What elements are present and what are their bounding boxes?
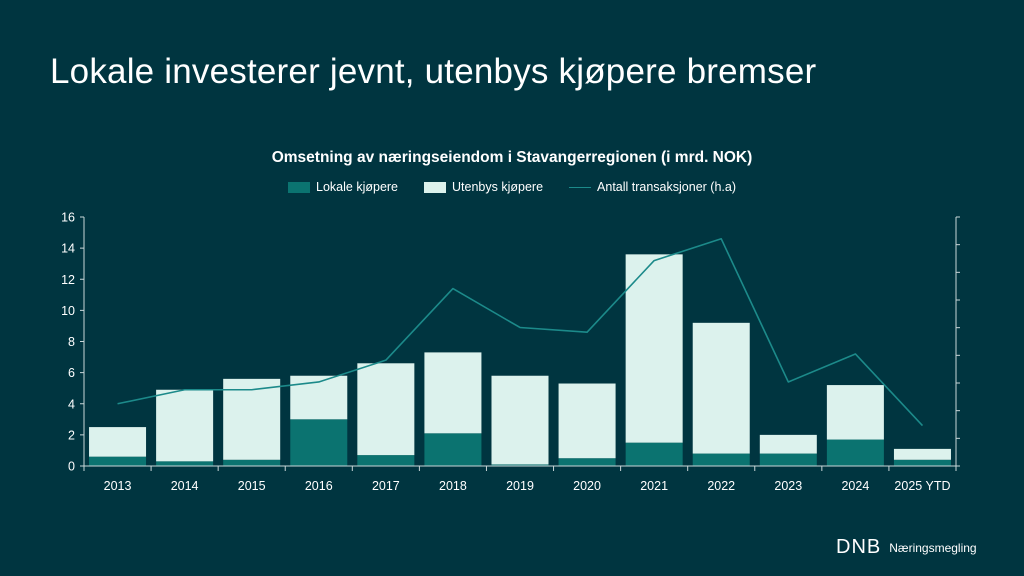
bar-lokale-2021 xyxy=(625,442,683,466)
legend-label-lokale: Lokale kjøpere xyxy=(316,180,399,194)
y-tick-label: 12 xyxy=(61,273,75,287)
x-tick-label: 2022 xyxy=(707,479,735,493)
x-tick-label: 2020 xyxy=(573,479,601,493)
bar-utenbys-2015 xyxy=(223,378,281,460)
y-tick-label: 2 xyxy=(68,428,75,442)
bar-lokale-2020 xyxy=(558,458,616,466)
y-tick-label: 10 xyxy=(61,304,75,318)
x-tick-label: 2014 xyxy=(171,479,199,493)
x-tick-label: 2025 YTD xyxy=(894,479,950,493)
x-tick-label: 2013 xyxy=(104,479,132,493)
bar-utenbys-2017 xyxy=(357,363,415,456)
footer-logo: DNB Næringsmegling xyxy=(836,536,977,559)
bar-utenbys-2019 xyxy=(491,375,549,465)
bar-lokale-2013 xyxy=(89,456,147,466)
bar-lokale-2019 xyxy=(491,464,549,466)
bar-lokale-2014 xyxy=(156,461,214,466)
legend-swatch-transaksjoner xyxy=(569,186,592,188)
legend-item-lokale: Lokale kjøpere xyxy=(288,180,398,194)
bar-utenbys-2016 xyxy=(290,375,348,420)
bar-utenbys-2020 xyxy=(558,383,616,459)
y-tick-label: 14 xyxy=(61,242,75,256)
legend-swatch-utenbys xyxy=(424,181,447,193)
legend-item-utenbys: Utenbys kjøpere xyxy=(424,180,543,194)
y-tick-label: 6 xyxy=(68,366,75,380)
y-tick-label: 8 xyxy=(68,335,75,349)
bar-lokale-2015 xyxy=(223,459,281,466)
y-tick-label: 4 xyxy=(68,397,75,411)
y-tick-label: 0 xyxy=(68,460,75,474)
slide-title: Lokale investerer jevnt, utenbys kjøpere… xyxy=(50,52,817,91)
dnb-logo-mark: DNB xyxy=(836,536,882,558)
bar-utenbys-2018 xyxy=(424,352,482,434)
bar-utenbys-2023 xyxy=(759,434,817,454)
bar-lokale-2017 xyxy=(357,455,415,466)
x-tick-label: 2024 xyxy=(841,479,869,493)
bar-lokale-2024 xyxy=(826,439,884,466)
x-tick-label: 2018 xyxy=(439,479,467,493)
x-tick-label: 2015 xyxy=(238,479,266,493)
bar-utenbys-2014 xyxy=(156,389,214,462)
bar-lokale-2022 xyxy=(692,453,750,466)
legend-item-transaksjoner: Antall transaksjoner (h.a) xyxy=(569,180,736,194)
x-tick-label: 2023 xyxy=(774,479,802,493)
line-antall-transaksjoner xyxy=(117,237,924,427)
bar-lokale-2018 xyxy=(424,433,482,466)
chart-legend: Lokale kjøpere Utenbys kjøpere Antall tr… xyxy=(0,180,1024,194)
bar-utenbys-2024 xyxy=(826,385,884,440)
x-tick-label: 2017 xyxy=(372,479,400,493)
bar-lokale-2023 xyxy=(759,453,817,466)
legend-label-utenbys: Utenbys kjøpere xyxy=(452,180,544,194)
bar-lokale-2016 xyxy=(290,419,348,466)
bar-utenbys-2013 xyxy=(89,427,147,457)
legend-swatch-lokale xyxy=(288,181,311,193)
dnb-logo-text: Næringsmegling xyxy=(889,540,977,555)
x-tick-label: 2016 xyxy=(305,479,333,493)
bar-lokale-2025-YTD xyxy=(893,459,951,466)
bar-utenbys-2022 xyxy=(692,322,750,454)
y-tick-label: 16 xyxy=(61,211,75,225)
bar-utenbys-2025-YTD xyxy=(893,448,951,460)
legend-label-transaksjoner: Antall transaksjoner (h.a) xyxy=(597,180,736,194)
x-tick-label: 2021 xyxy=(640,479,668,493)
bar-utenbys-2021 xyxy=(625,254,683,443)
chart-title: Omsetning av næringseiendom i Stavangerr… xyxy=(271,149,753,166)
x-tick-label: 2019 xyxy=(506,479,534,493)
